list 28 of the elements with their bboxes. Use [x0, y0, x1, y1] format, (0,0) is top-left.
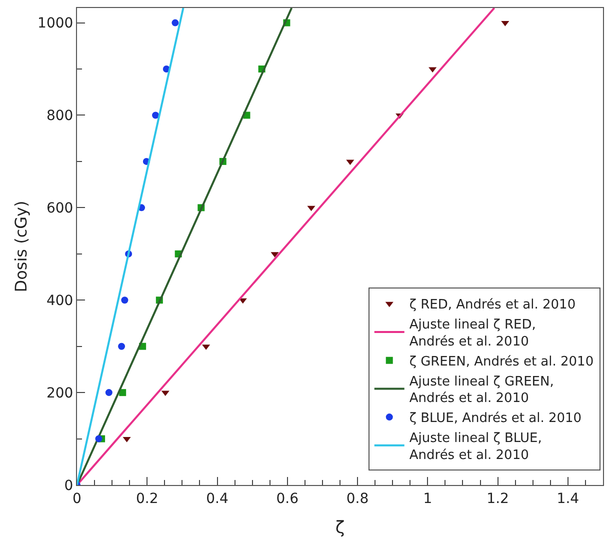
point	[152, 112, 160, 119]
x-tick-label: 1	[423, 490, 432, 507]
y-tick-label: 600	[46, 200, 74, 217]
point	[118, 342, 126, 350]
y-axis-title: Dosis (cGy)	[11, 200, 30, 292]
x-tick-label: 1.4	[556, 490, 580, 507]
x-tick-label: 0.6	[276, 490, 299, 507]
point	[105, 389, 112, 396]
legend-label: Ajuste lineal ζ BLUE, Andrés et al. 2010	[409, 431, 542, 463]
y-tick-label: 800	[46, 108, 74, 124]
legend-label: ζ GREEN, Andrés et al. 2010	[409, 354, 594, 370]
x-tick-label: 0.2	[136, 490, 158, 507]
y-tick-label: 0	[64, 478, 74, 494]
y-tick-label: 400	[46, 293, 74, 310]
x-axis-title: ζ	[335, 518, 345, 538]
point	[307, 206, 316, 212]
x-tick-label: 0.4	[206, 490, 228, 507]
point	[161, 390, 170, 396]
point	[172, 19, 179, 26]
legend-label: ζ BLUE, Andrés et al. 2010	[409, 411, 582, 426]
x-tick-label: 1.2	[486, 490, 509, 507]
legend-label: ζ RED, Andrés et al. 2010	[409, 298, 576, 313]
x-tick-label: 0.8	[346, 490, 369, 507]
point	[95, 435, 102, 442]
point	[428, 67, 437, 73]
point	[121, 296, 128, 304]
y-tick-label: 1000	[38, 16, 74, 32]
y-tick-label: 200	[46, 385, 74, 402]
